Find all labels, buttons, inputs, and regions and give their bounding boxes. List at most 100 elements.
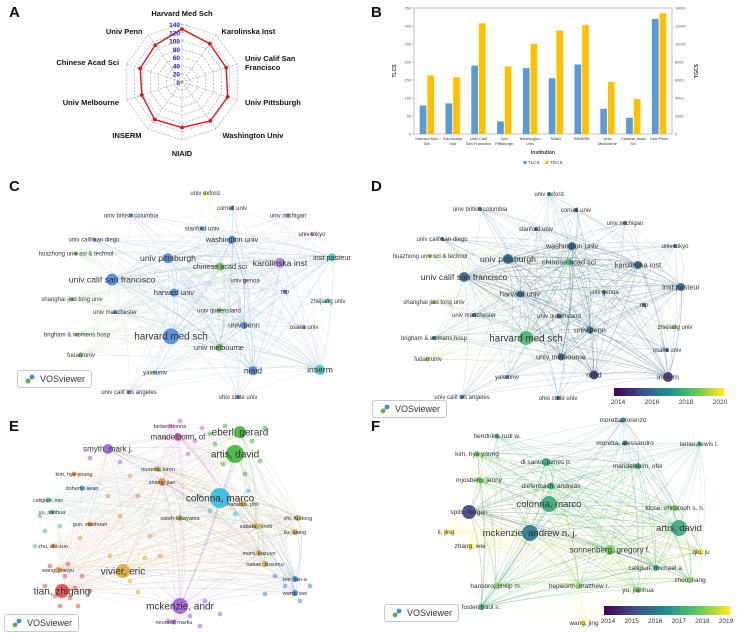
network-link bbox=[473, 286, 682, 316]
network-link bbox=[52, 431, 241, 547]
colorbar-segment bbox=[682, 388, 686, 396]
network-link bbox=[593, 349, 668, 376]
node-moretta-alessandro bbox=[622, 440, 628, 446]
node-liu-qiang bbox=[292, 529, 298, 535]
network-link bbox=[179, 517, 296, 594]
bar-tgcs-inserm bbox=[582, 25, 589, 135]
colorbar-segment bbox=[691, 388, 695, 396]
node-moro-kazuyo bbox=[256, 550, 262, 556]
node-li-jing bbox=[443, 529, 449, 535]
network-link bbox=[525, 291, 605, 339]
node-label-harvard-univ: harvard univ bbox=[500, 289, 541, 298]
node-label-wang-wei: wang, wei bbox=[282, 591, 307, 597]
network-link bbox=[480, 589, 639, 608]
node-moretta-loren bbox=[155, 466, 161, 472]
minor-node bbox=[147, 533, 153, 539]
network-link bbox=[47, 499, 257, 527]
network-link bbox=[548, 193, 591, 331]
network-link bbox=[441, 238, 669, 378]
network-link bbox=[167, 258, 321, 371]
node-univ-pittsburgh bbox=[503, 254, 513, 264]
network-link bbox=[294, 517, 302, 580]
node-zhang-wei bbox=[467, 543, 473, 549]
node-label-harvard-med-sch: harvard med sch bbox=[134, 332, 208, 343]
network-link bbox=[548, 503, 702, 553]
network-link bbox=[469, 544, 702, 553]
network-link bbox=[583, 551, 702, 624]
network-link bbox=[463, 276, 669, 378]
network-link bbox=[179, 525, 257, 607]
network-link bbox=[461, 374, 595, 398]
network-link bbox=[114, 266, 221, 313]
network-link bbox=[560, 326, 676, 358]
network-link bbox=[169, 425, 244, 505]
network-link bbox=[114, 262, 281, 313]
network-link bbox=[234, 453, 296, 580]
colorbar-tick-label: 2018 bbox=[679, 399, 694, 406]
network-link bbox=[179, 517, 186, 607]
network-link bbox=[47, 453, 236, 501]
node-label-nakae-susumu: nakae, susumu bbox=[246, 562, 283, 568]
network-link bbox=[476, 453, 657, 569]
network-link bbox=[550, 485, 702, 553]
bar-tlcs-inserm bbox=[574, 64, 582, 134]
network-link bbox=[173, 292, 254, 371]
node-label-lanier-lewis-l: lanier, lewis l. bbox=[680, 441, 719, 448]
network-link bbox=[433, 245, 573, 303]
network-link bbox=[571, 245, 645, 306]
network-link bbox=[560, 356, 669, 378]
network-link bbox=[476, 453, 676, 509]
network-link bbox=[550, 485, 580, 587]
network-link bbox=[495, 461, 547, 587]
network-link bbox=[157, 468, 266, 565]
network-link bbox=[548, 503, 680, 529]
network-link bbox=[480, 527, 680, 608]
node-label-shanghai-jiao-tong-univ: shanghai jiao tong univ bbox=[403, 300, 464, 306]
network-link bbox=[57, 517, 181, 571]
colorbar-tick-label: 2015 bbox=[624, 618, 639, 625]
network-link bbox=[52, 497, 221, 547]
network-link bbox=[61, 552, 260, 592]
network-link bbox=[550, 465, 639, 487]
node-vivier-eric bbox=[116, 564, 130, 578]
network-link bbox=[122, 569, 296, 580]
colorbar-segment bbox=[635, 606, 640, 615]
x-axis-label: Institution bbox=[531, 150, 555, 156]
node-label-univ-michigan: univ michigan bbox=[607, 221, 644, 227]
network-link bbox=[558, 245, 573, 317]
network-link bbox=[71, 291, 175, 300]
network-link bbox=[583, 589, 639, 624]
node-ohio-state-univ bbox=[236, 394, 240, 399]
radar-axis-label-niaid: NIAID bbox=[172, 149, 193, 158]
network-link bbox=[61, 517, 181, 592]
node-label-harvard-med-sch: harvard med sch bbox=[489, 333, 563, 344]
node-mckenzie-andr bbox=[172, 598, 188, 614]
network-link bbox=[550, 485, 611, 551]
network-link bbox=[122, 503, 244, 572]
node-label-osaka-univ: osaka univ bbox=[653, 348, 682, 354]
network-link bbox=[219, 497, 296, 580]
network-link bbox=[593, 291, 606, 376]
network-link bbox=[179, 592, 296, 607]
network-link bbox=[468, 511, 483, 608]
network-link bbox=[571, 245, 676, 328]
network-link bbox=[179, 563, 266, 607]
radar-grid-ring bbox=[158, 56, 206, 108]
network-link bbox=[170, 193, 206, 337]
network-link bbox=[75, 253, 321, 371]
network-link bbox=[571, 245, 669, 378]
network-link bbox=[57, 569, 296, 594]
network-link bbox=[157, 468, 299, 519]
network-link bbox=[61, 468, 159, 592]
network-link bbox=[111, 207, 233, 280]
network-link bbox=[177, 436, 296, 594]
network-link bbox=[128, 239, 233, 393]
node-hansbro-philip-m bbox=[493, 583, 499, 589]
network-links bbox=[71, 192, 336, 398]
network-link bbox=[583, 527, 680, 624]
network-link bbox=[674, 507, 691, 581]
network-link bbox=[173, 292, 305, 328]
network-link bbox=[463, 276, 605, 293]
network-link bbox=[478, 479, 497, 587]
network-link bbox=[169, 425, 299, 519]
